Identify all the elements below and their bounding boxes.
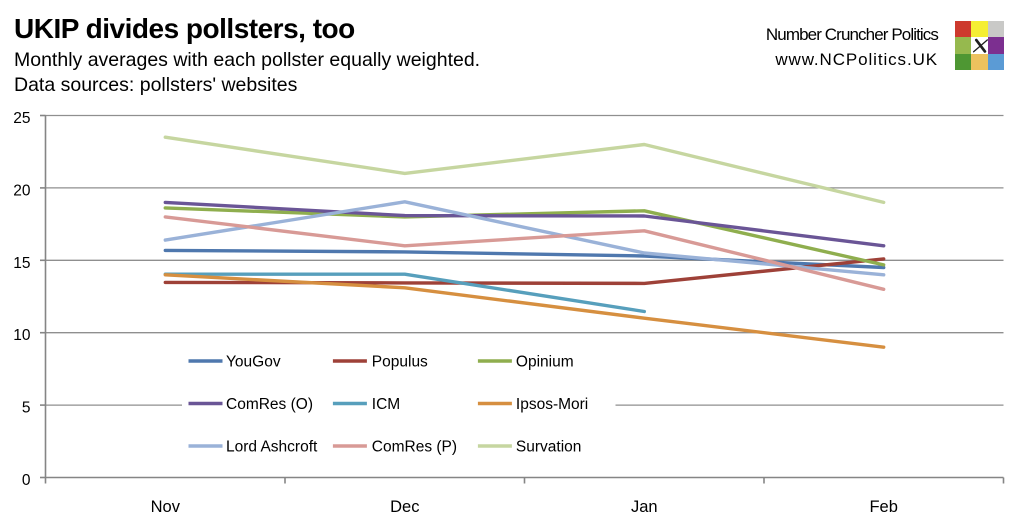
svg-text:Nov: Nov <box>151 498 181 516</box>
svg-text:ICM: ICM <box>372 396 400 413</box>
svg-text:Jan: Jan <box>631 498 658 516</box>
svg-text:15: 15 <box>13 255 30 272</box>
svg-text:0: 0 <box>22 472 31 489</box>
svg-text:Populus: Populus <box>372 353 428 370</box>
svg-text:Ipsos-Mori: Ipsos-Mori <box>516 396 588 413</box>
svg-text:20: 20 <box>13 182 31 199</box>
svg-text:Feb: Feb <box>869 498 897 516</box>
svg-text:Opinium: Opinium <box>516 353 574 370</box>
svg-text:10: 10 <box>13 327 31 344</box>
svg-text:YouGov: YouGov <box>226 353 281 370</box>
svg-text:25: 25 <box>13 110 30 127</box>
svg-text:Lord Ashcroft: Lord Ashcroft <box>226 438 318 455</box>
svg-text:Dec: Dec <box>390 498 419 516</box>
svg-text:5: 5 <box>22 400 31 417</box>
svg-text:Survation: Survation <box>516 438 581 455</box>
svg-text:ComRes (O): ComRes (O) <box>226 396 313 413</box>
svg-text:ComRes (P): ComRes (P) <box>372 438 457 455</box>
